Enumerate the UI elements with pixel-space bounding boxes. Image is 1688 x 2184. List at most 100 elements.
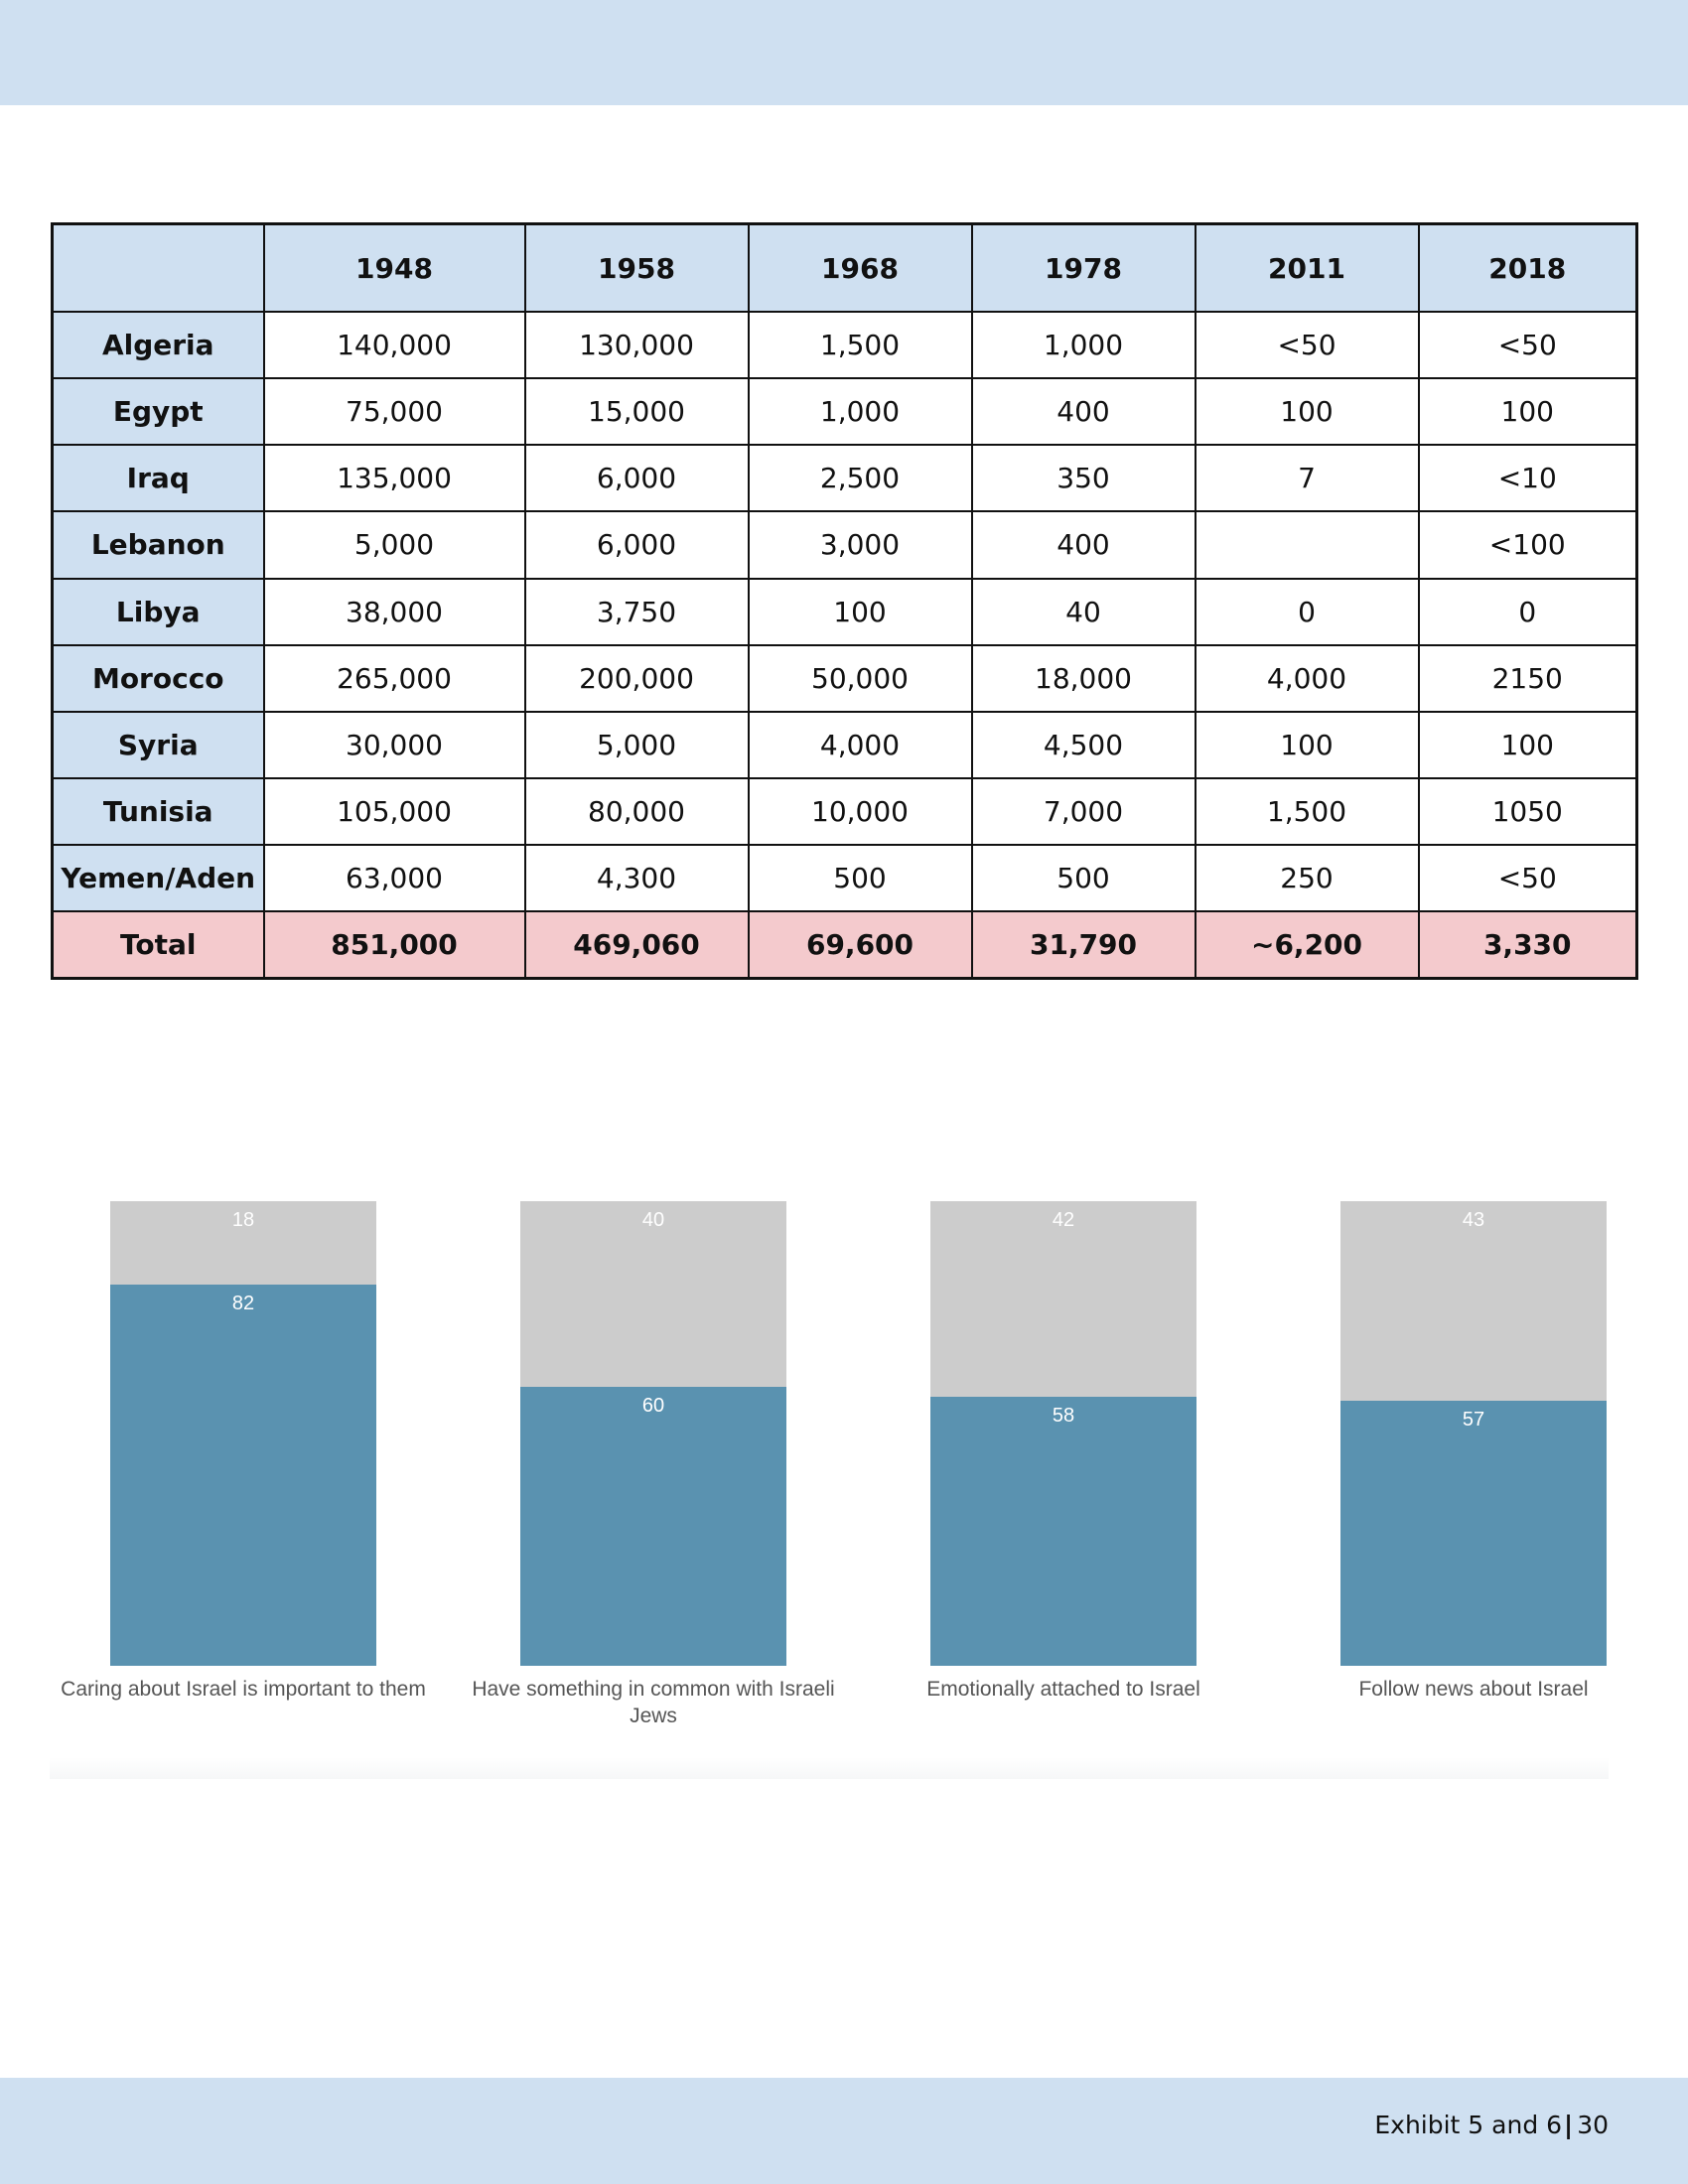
column-header: 1958 xyxy=(523,222,750,313)
population-cell: 1,500 xyxy=(1194,776,1420,847)
exhibit-label: Exhibit 5 and 6 xyxy=(1374,2111,1563,2139)
stacked-bar-chart: 18 82 Caring about Israel is important to … xyxy=(40,1201,1609,1777)
population-cell: 105,000 xyxy=(262,776,526,847)
population-cell: <100 xyxy=(1417,510,1638,580)
country-cell: Lebanon xyxy=(51,510,265,580)
data-label-remainder: 18 xyxy=(231,1209,255,1231)
total-cell: 69,600 xyxy=(747,910,973,980)
table-row: Syria 30,000 5,000 4,000 4,500 100 100 xyxy=(51,710,1638,779)
category-label: Emotionally attached to Israel xyxy=(926,1678,1200,1701)
country-cell: Algeria xyxy=(51,310,265,380)
table-row: Egypt 75,000 15,000 1,000 400 100 100 xyxy=(51,377,1638,447)
population-cell: 250 xyxy=(1194,844,1420,913)
bar-segment-remainder xyxy=(930,1201,1196,1397)
population-cell: 400 xyxy=(970,377,1196,447)
table-header: 1948 1958 1968 1978 2011 2018 xyxy=(51,222,1638,313)
data-label-remainder: 40 xyxy=(641,1209,665,1231)
bar-segment-value xyxy=(1340,1401,1607,1666)
total-cell: 469,060 xyxy=(523,910,750,980)
population-cell: 130,000 xyxy=(523,310,750,380)
population-cell: <50 xyxy=(1417,844,1638,913)
column-header: 2018 xyxy=(1417,222,1638,313)
population-cell: 100 xyxy=(1417,377,1638,447)
population-cell: 0 xyxy=(1417,577,1638,646)
country-cell: Syria xyxy=(51,710,265,779)
population-cell: 3,000 xyxy=(747,510,973,580)
population-cell: 140,000 xyxy=(262,310,526,380)
column-header: 1968 xyxy=(747,222,973,313)
population-cell: 135,000 xyxy=(262,444,526,513)
population-cell xyxy=(1194,510,1420,580)
category-label: Caring about Israel is important to them xyxy=(61,1678,426,1701)
column-header: 1978 xyxy=(970,222,1196,313)
bar-segment-remainder xyxy=(520,1201,786,1388)
data-label-remainder: 43 xyxy=(1462,1209,1485,1231)
footer-band xyxy=(0,2078,1688,2184)
country-cell: Morocco xyxy=(51,643,265,713)
population-cell: 1,000 xyxy=(970,310,1196,380)
bar-group: 43 57 xyxy=(1340,1201,1607,1666)
total-cell: 851,000 xyxy=(262,910,526,980)
column-header: 1948 xyxy=(262,222,526,313)
table-row: Lebanon 5,000 6,000 3,000 400 <100 xyxy=(51,510,1638,580)
population-cell: 30,000 xyxy=(262,710,526,779)
bar-segment-remainder xyxy=(110,1201,376,1286)
country-cell: Iraq xyxy=(51,444,265,513)
population-cell: 2,500 xyxy=(747,444,973,513)
table-body: Algeria 140,000 130,000 1,500 1,000 <50 <50 Egy… xyxy=(51,310,1638,980)
category-label: Follow news about Israel xyxy=(1358,1678,1589,1701)
data-label-value: 82 xyxy=(231,1293,255,1315)
country-cell: Libya xyxy=(51,577,265,646)
page-number: 30 xyxy=(1577,2111,1609,2139)
population-cell: 500 xyxy=(747,844,973,913)
data-label-value: 58 xyxy=(1052,1404,1075,1427)
population-cell: 75,000 xyxy=(262,377,526,447)
column-header: 2011 xyxy=(1194,222,1420,313)
table-row: Morocco 265,000 200,000 50,000 18,000 4,000 21… xyxy=(51,643,1638,713)
population-cell: 1,500 xyxy=(747,310,973,380)
table-row: Iraq 135,000 6,000 2,500 350 7 <10 xyxy=(51,444,1638,513)
population-cell: 100 xyxy=(1194,710,1420,779)
population-cell: 350 xyxy=(970,444,1196,513)
bar-group: 42 58 xyxy=(930,1201,1196,1666)
population-cell: 5,000 xyxy=(523,710,750,779)
country-cell: Tunisia xyxy=(51,776,265,847)
population-cell: 0 xyxy=(1194,577,1420,646)
table-row: Algeria 140,000 130,000 1,500 1,000 <50 <50 xyxy=(51,310,1638,380)
bar-group: 40 60 xyxy=(520,1201,786,1666)
population-cell: <50 xyxy=(1417,310,1638,380)
total-cell: 3,330 xyxy=(1417,910,1638,980)
population-cell: 265,000 xyxy=(262,643,526,713)
population-cell: 100 xyxy=(1194,377,1420,447)
population-cell: <50 xyxy=(1194,310,1420,380)
total-row: Total 851,000 469,060 69,600 31,790 ~6,200 3,3… xyxy=(51,910,1638,980)
population-cell: 4,300 xyxy=(523,844,750,913)
population-cell: 1050 xyxy=(1417,776,1638,847)
data-label-value: 57 xyxy=(1462,1409,1485,1432)
header-corner xyxy=(51,222,265,313)
population-cell: 6,000 xyxy=(523,510,750,580)
population-cell: 7 xyxy=(1194,444,1420,513)
header-band xyxy=(0,0,1688,105)
total-label: Total xyxy=(51,910,265,980)
population-cell: 4,000 xyxy=(747,710,973,779)
population-cell: 18,000 xyxy=(970,643,1196,713)
bar-segment-value xyxy=(930,1396,1196,1666)
population-cell: 40 xyxy=(970,577,1196,646)
population-cell: 100 xyxy=(1417,710,1638,779)
population-cell: 7,000 xyxy=(970,776,1196,847)
bar-segment-value xyxy=(110,1285,376,1666)
population-cell: 10,000 xyxy=(747,776,973,847)
population-cell: 50,000 xyxy=(747,643,973,713)
population-cell: 5,000 xyxy=(262,510,526,580)
page-footer: Exhibit 5 and 6| 30 xyxy=(1374,2111,1609,2139)
table-row: Yemen/Aden 63,000 4,300 500 500 250 <50 xyxy=(51,844,1638,913)
bar-segment-remainder xyxy=(1340,1201,1607,1402)
population-cell: 80,000 xyxy=(523,776,750,847)
total-cell: ~6,200 xyxy=(1194,910,1420,980)
population-cell: 200,000 xyxy=(523,643,750,713)
population-cell: 3,750 xyxy=(523,577,750,646)
population-cell: 4,000 xyxy=(1194,643,1420,713)
table-row: Libya 38,000 3,750 100 40 0 0 xyxy=(51,577,1638,646)
population-cell: 100 xyxy=(747,577,973,646)
